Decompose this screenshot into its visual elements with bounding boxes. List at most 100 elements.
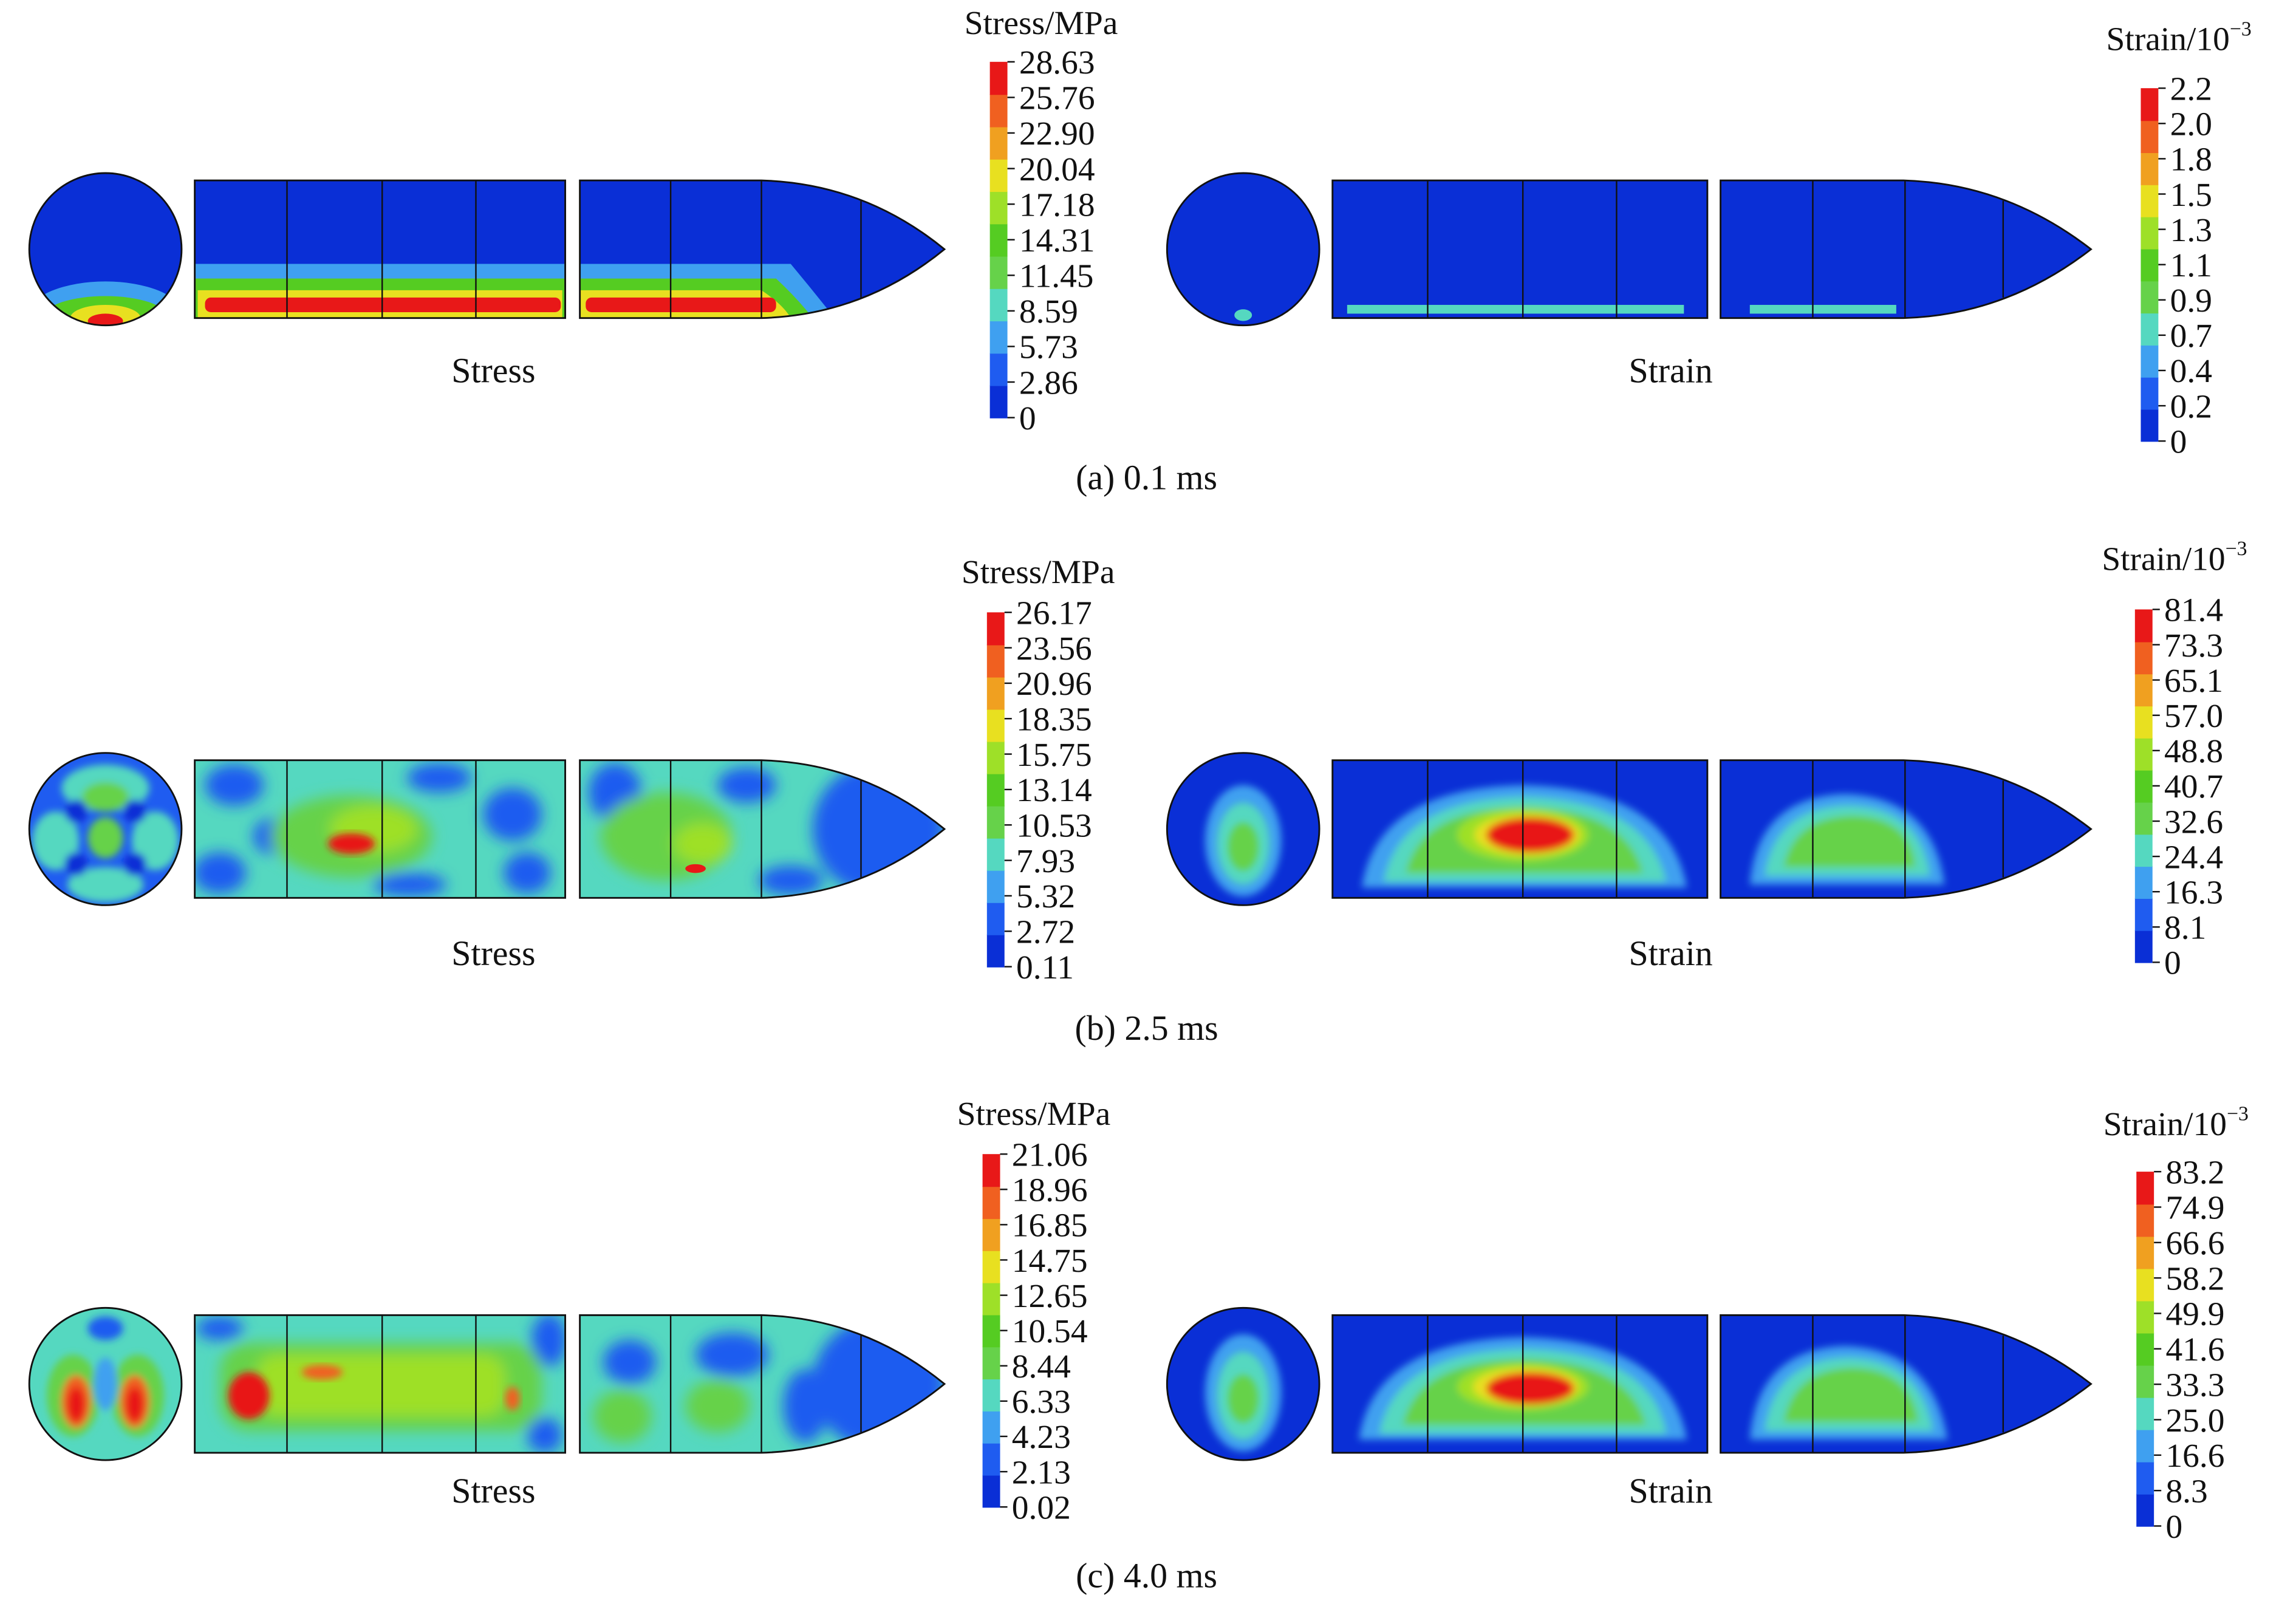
colorbar-tick-label: 8.59 — [1019, 293, 1078, 330]
colorbar-segment — [986, 934, 1005, 968]
colorbar-tick-label: 25.0 — [2165, 1402, 2224, 1439]
stress-label-c: Stress — [451, 1471, 535, 1511]
strain-cross-section-circle — [1167, 1308, 1320, 1461]
caption-c: (c) 4.0 ms — [1076, 1556, 1217, 1596]
colorbar-tick-label: 0.02 — [1012, 1489, 1071, 1526]
stress-contour-group-c — [28, 1306, 946, 1461]
colorbar-tick-label: 81.4 — [2164, 592, 2223, 629]
stress-body-section — [194, 180, 565, 318]
colorbar-tick-label: 23.56 — [1016, 630, 1092, 667]
element-divider-lines — [1427, 760, 2004, 898]
colorbar-segment — [2141, 281, 2159, 314]
colorbar-tick-label: 6.33 — [1012, 1383, 1071, 1420]
colorbar-tick-label: 0 — [2164, 944, 2181, 981]
colorbar-segment — [986, 677, 1005, 710]
colorbar-tick-label: 2.2 — [2170, 70, 2212, 107]
colorbar-tick-label: 66.6 — [2165, 1224, 2224, 1261]
colorbar-segment — [2141, 248, 2159, 282]
caption-b: (b) 2.5 ms — [1075, 1008, 1218, 1048]
colorbar-tick-label: 2.86 — [1019, 364, 1078, 401]
colorbar-tick-label: 8.1 — [2164, 909, 2206, 946]
colorbar-segment — [2136, 1397, 2154, 1430]
colorbar-tick-label: 24.4 — [2164, 838, 2223, 875]
colorbar-segment — [2136, 1236, 2154, 1269]
stress-nose-section — [579, 1315, 945, 1453]
stress-contour-group-a — [28, 172, 946, 327]
colorbar-segment — [2134, 705, 2153, 739]
colorbar-segment — [982, 1442, 1000, 1476]
colorbar-title: Stress/MPa — [957, 1095, 1111, 1132]
colorbar-segment — [2134, 802, 2153, 835]
colorbar-segment — [2136, 1333, 2154, 1366]
colorbar-tick-label: 15.75 — [1016, 736, 1092, 773]
colorbar-tick-label: 74.9 — [2165, 1189, 2224, 1226]
colorbar-tick-label: 0.9 — [2170, 282, 2212, 319]
stress-body-section — [194, 760, 565, 898]
colorbar-segment — [2141, 152, 2159, 185]
colorbar-segment — [986, 612, 1005, 646]
strain-nose-section — [1720, 760, 2091, 898]
colorbar-tick-label: 10.53 — [1016, 807, 1092, 844]
colorbar-tick-label: 28.63 — [1019, 44, 1095, 81]
colorbar-segment — [982, 1250, 1000, 1283]
colorbar-segment — [986, 709, 1005, 742]
colorbar-tick-label: 14.31 — [1019, 222, 1095, 259]
element-divider-lines — [1427, 180, 2004, 318]
stress-contour-group-b — [28, 752, 946, 906]
colorbar-segment — [986, 741, 1005, 774]
colorbar-segment — [2136, 1429, 2154, 1463]
strain-colorbar-a: 2.22.01.81.51.31.10.90.70.40.20 Strain/10… — [2106, 18, 2252, 460]
strain-colorbar-b: 81.473.365.157.048.840.732.624.416.38.10… — [2102, 538, 2247, 981]
colorbar-tick-label: 20.04 — [1019, 151, 1095, 188]
colorbar-segment — [2134, 898, 2153, 931]
colorbar-tick-label: 57.0 — [2164, 697, 2223, 734]
stress-cross-section-circle — [29, 753, 182, 906]
colorbar-tick-label: 83.2 — [2165, 1153, 2224, 1190]
colorbar-segment — [2141, 216, 2159, 250]
colorbar-tick-label: 1.5 — [2170, 176, 2212, 213]
color-bars: 28.6325.7622.9020.0417.1814.3111.458.595… — [957, 4, 2252, 1545]
stress-label-b: Stress — [451, 934, 535, 973]
colorbar-segment — [989, 126, 1008, 160]
colorbar-tick-label: 65.1 — [2164, 662, 2223, 699]
colorbar-segment — [2136, 1365, 2154, 1398]
colorbar-segment — [982, 1410, 1000, 1444]
colorbar-tick-label: 1.8 — [2170, 141, 2212, 178]
colorbar-tick-label: 5.32 — [1016, 878, 1075, 915]
colorbar-tick-label: 16.6 — [2165, 1437, 2224, 1474]
colorbar-tick-label: 8.3 — [2165, 1472, 2207, 1509]
element-divider-lines — [1427, 1315, 2004, 1453]
colorbar-segment — [2136, 1268, 2154, 1302]
stress-label-a: Stress — [451, 351, 535, 391]
colorbar-segment — [2141, 184, 2159, 217]
colorbar-segment — [2136, 1493, 2154, 1527]
strain-contour-group-b — [1166, 752, 2093, 906]
colorbar-tick-label: 32.6 — [2164, 803, 2223, 840]
element-divider-lines — [286, 180, 862, 318]
colorbar-segment — [2136, 1461, 2154, 1495]
strain-body-section — [1332, 180, 1707, 318]
strain-nose-section — [1720, 1315, 2091, 1453]
colorbar-tick-label: 7.93 — [1016, 842, 1075, 879]
colorbar-segment — [986, 773, 1005, 807]
colorbar-segment — [989, 353, 1008, 386]
colorbar-segment — [2134, 834, 2153, 867]
stress-body-section — [194, 1315, 565, 1453]
colorbar-segment — [982, 1347, 1000, 1380]
colorbar-tick-label: 1.3 — [2170, 211, 2212, 248]
colorbar-tick-label: 33.3 — [2165, 1366, 2224, 1403]
colorbar-segment — [986, 902, 1005, 935]
colorbar-title: Strain/10−3 — [2106, 18, 2252, 57]
stress-colorbar-a: 28.6325.7622.9020.0417.1814.3111.458.595… — [965, 4, 1118, 437]
colorbar-tick-label: 0.11 — [1016, 949, 1074, 986]
colorbar-title: Stress/MPa — [962, 553, 1115, 590]
colorbar-segment — [2141, 88, 2159, 121]
colorbar-tick-label: 14.75 — [1012, 1242, 1088, 1279]
stress-cross-section-circle — [29, 173, 182, 326]
strain-label-b: Strain — [1629, 934, 1713, 973]
colorbar-segment — [982, 1314, 1000, 1348]
colorbar-tick-label: 21.06 — [1012, 1136, 1088, 1173]
colorbar-tick-label: 49.9 — [2165, 1295, 2224, 1333]
colorbar-segment — [2134, 737, 2153, 771]
strain-label-a: Strain — [1629, 351, 1713, 391]
